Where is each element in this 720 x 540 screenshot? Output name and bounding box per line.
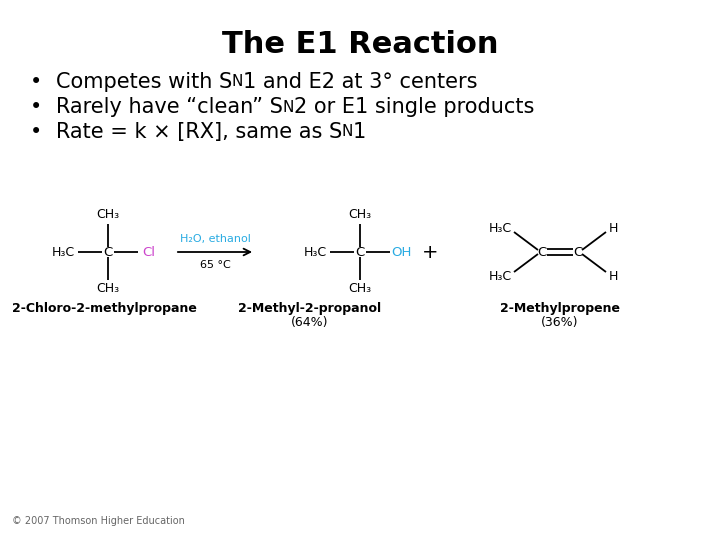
Text: N: N — [232, 75, 243, 90]
Text: Cl: Cl — [143, 246, 156, 259]
Text: H₃C: H₃C — [488, 269, 512, 282]
Text: C: C — [104, 246, 112, 259]
Text: H: H — [608, 221, 618, 234]
Text: H₂O, ethanol: H₂O, ethanol — [179, 234, 251, 244]
Text: H₃C: H₃C — [488, 221, 512, 234]
Text: CH₃: CH₃ — [348, 282, 372, 295]
Text: OH: OH — [391, 246, 411, 259]
Text: N: N — [342, 125, 353, 139]
Text: +: + — [422, 242, 438, 261]
Text: (64%): (64%) — [292, 316, 329, 329]
Text: H₃C: H₃C — [51, 246, 75, 259]
Text: 65 °C: 65 °C — [199, 260, 230, 270]
Text: N: N — [282, 99, 294, 114]
Text: H: H — [608, 269, 618, 282]
Text: Rarely have “clean” S: Rarely have “clean” S — [55, 97, 282, 117]
Text: C: C — [537, 246, 546, 259]
Text: C: C — [573, 246, 582, 259]
Text: (36%): (36%) — [541, 316, 579, 329]
Text: 1: 1 — [353, 122, 366, 142]
Text: Rate = k × [RX], same as S: Rate = k × [RX], same as S — [55, 122, 342, 142]
Text: 2-Methyl-2-propanol: 2-Methyl-2-propanol — [238, 302, 382, 315]
Text: © 2007 Thomson Higher Education: © 2007 Thomson Higher Education — [12, 516, 185, 526]
Text: 1 and E2 at 3° centers: 1 and E2 at 3° centers — [243, 72, 477, 92]
Text: 2-Chloro-2-methylpropane: 2-Chloro-2-methylpropane — [12, 302, 197, 315]
Text: •: • — [30, 122, 55, 142]
Text: Competes with S: Competes with S — [55, 72, 232, 92]
Text: CH₃: CH₃ — [96, 208, 120, 221]
Text: C: C — [356, 246, 364, 259]
Text: The E1 Reaction: The E1 Reaction — [222, 30, 498, 59]
Text: 2-Methylpropene: 2-Methylpropene — [500, 302, 620, 315]
Text: CH₃: CH₃ — [96, 282, 120, 295]
Text: H₃C: H₃C — [303, 246, 327, 259]
Text: •: • — [30, 72, 55, 92]
Text: •: • — [30, 97, 55, 117]
Text: 2 or E1 single products: 2 or E1 single products — [294, 97, 534, 117]
Text: CH₃: CH₃ — [348, 208, 372, 221]
